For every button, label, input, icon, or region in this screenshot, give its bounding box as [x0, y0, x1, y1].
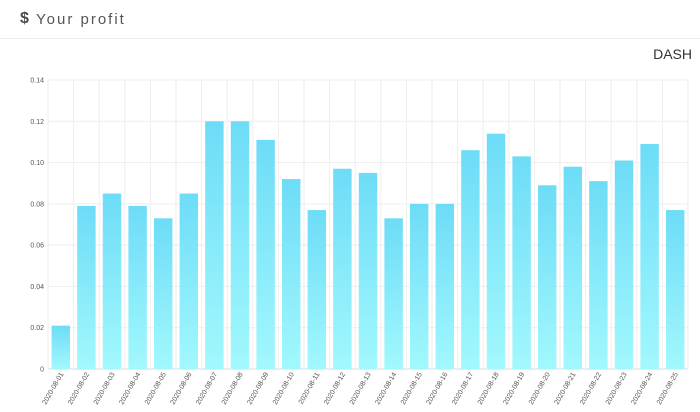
x-tick-label: 2020-08-03 — [93, 371, 117, 406]
bar-2020-08-04[interactable] — [128, 205, 147, 369]
bar-2020-08-06[interactable] — [179, 193, 199, 369]
bar-2020-08-10[interactable] — [281, 179, 301, 369]
bar-2020-08-11[interactable] — [307, 210, 327, 369]
x-tick-label: 2020-08-12 — [323, 371, 347, 406]
bar-2020-08-03[interactable] — [102, 193, 122, 369]
x-tick-label: 2020-08-13 — [349, 371, 373, 406]
bar-2020-08-05[interactable] — [153, 218, 173, 369]
bar-2020-08-19[interactable] — [512, 156, 531, 369]
x-tick-label: 2020-08-23 — [605, 371, 629, 406]
y-tick-label: 0.02 — [30, 325, 44, 332]
y-tick-label: 0.06 — [30, 243, 44, 250]
bar-2020-08-17[interactable] — [461, 150, 480, 369]
x-tick-label: 2020-08-25 — [656, 371, 680, 406]
bar-2020-08-14[interactable] — [384, 218, 403, 369]
bar-2020-08-23[interactable] — [614, 160, 634, 369]
bar-2020-08-25[interactable] — [665, 210, 685, 369]
x-tick-label: 2020-08-14 — [374, 371, 398, 406]
bar-2020-08-21[interactable] — [563, 166, 583, 369]
bar-2020-08-13[interactable] — [358, 172, 378, 369]
bar-2020-08-07[interactable] — [205, 121, 224, 370]
x-tick-label: 2020-08-21 — [554, 371, 578, 406]
bar-2020-08-01[interactable] — [51, 325, 71, 369]
x-tick-label: 2020-08-15 — [400, 371, 424, 406]
bar-2020-08-08[interactable] — [230, 121, 250, 370]
y-tick-label: 0.08 — [30, 201, 44, 208]
x-tick-label: 2020-08-04 — [118, 371, 142, 406]
x-tick-label: 2020-08-22 — [579, 371, 603, 406]
y-tick-label: 0.14 — [30, 78, 44, 85]
x-tick-label: 2020-08-08 — [221, 371, 245, 406]
bar-2020-08-24[interactable] — [640, 143, 659, 369]
page-title: Your profit — [36, 11, 126, 28]
x-tick-label: 2020-08-01 — [42, 371, 66, 406]
x-tick-label: 2020-08-17 — [451, 371, 475, 406]
y-tick-label: 0.10 — [30, 160, 44, 167]
x-tick-label: 2020-08-18 — [477, 371, 501, 406]
y-tick-label: 0.04 — [30, 284, 44, 291]
x-tick-label: 2020-08-05 — [144, 371, 168, 406]
chart-header: $ Your profit — [0, 0, 700, 39]
x-axis: 2020-08-01 2020-08-02 2020-08-03 2020-08-04… — [42, 371, 680, 406]
x-tick-label: 2020-08-20 — [528, 371, 552, 406]
bar-2020-08-22[interactable] — [589, 181, 608, 369]
bar-2020-08-15[interactable] — [409, 203, 429, 369]
bar-2020-08-09[interactable] — [256, 139, 275, 369]
x-tick-label: 2020-08-07 — [195, 371, 219, 406]
x-tick-label: 2020-08-09 — [246, 371, 270, 406]
bars — [51, 121, 685, 370]
x-tick-label: 2020-08-24 — [630, 371, 654, 406]
y-axis: 0 0.02 0.04 0.06 0.08 0.10 0.12 0.14 — [30, 78, 44, 374]
currency-label: DASH — [653, 46, 692, 62]
bar-2020-08-18[interactable] — [486, 133, 506, 369]
x-tick-label: 2020-08-02 — [67, 371, 91, 406]
x-tick-label: 2020-08-11 — [298, 371, 322, 405]
bar-2020-08-16[interactable] — [435, 203, 455, 369]
y-tick-label: 0 — [40, 367, 44, 374]
x-tick-label: 2020-08-10 — [272, 371, 296, 406]
x-tick-label: 2020-08-06 — [170, 371, 194, 406]
bar-2020-08-20[interactable] — [537, 185, 557, 369]
x-tick-label: 2020-08-16 — [426, 371, 450, 406]
dollar-icon: $ — [20, 10, 29, 27]
y-tick-label: 0.12 — [30, 119, 44, 126]
bar-2020-08-02[interactable] — [77, 205, 96, 369]
x-tick-label: 2020-08-19 — [502, 371, 526, 406]
bar-2020-08-12[interactable] — [333, 168, 352, 369]
